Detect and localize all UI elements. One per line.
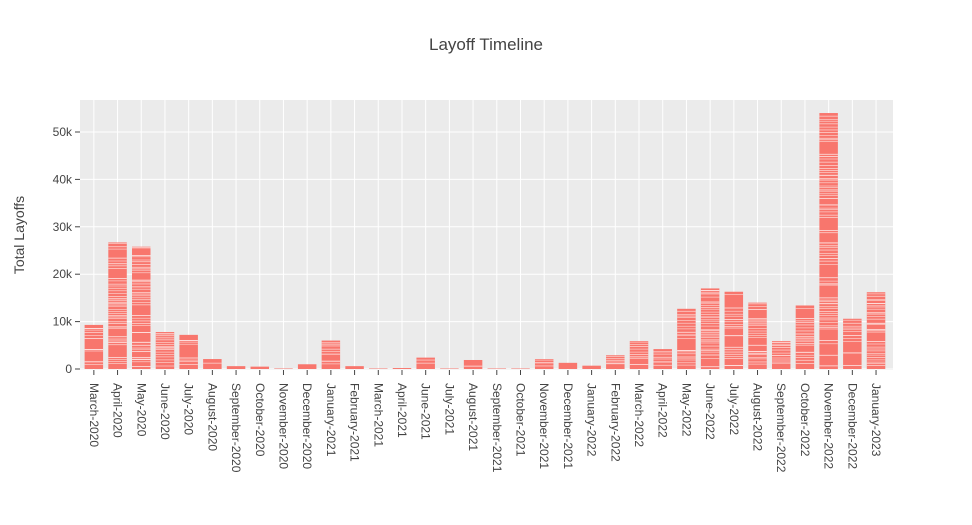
bar-April-2020 bbox=[108, 242, 127, 369]
bar-July-2022 bbox=[724, 291, 744, 369]
bar-rect bbox=[297, 364, 317, 369]
bar-rect bbox=[84, 324, 104, 369]
x-tick-label: June-2020 bbox=[158, 383, 172, 440]
bar-March-2022 bbox=[629, 341, 649, 369]
bar-August-2022 bbox=[748, 302, 767, 369]
y-tick-label: 20k bbox=[53, 267, 73, 281]
x-tick-label: January-2022 bbox=[585, 383, 599, 457]
x-tick-label: September-2022 bbox=[774, 383, 788, 473]
bar-rect bbox=[345, 366, 364, 369]
bar-May-2022 bbox=[677, 308, 696, 369]
x-tick-label: February-2021 bbox=[348, 383, 362, 462]
x-tick-label: March-2020 bbox=[87, 383, 101, 447]
y-tick-label: 10k bbox=[53, 315, 73, 329]
bar-rect bbox=[463, 359, 483, 369]
bar-July-2020 bbox=[179, 334, 198, 369]
bar-rect bbox=[132, 246, 151, 369]
bar-April-2021 bbox=[392, 368, 412, 369]
x-tick-label: April-2022 bbox=[656, 383, 670, 438]
x-axis-ticks: March-2020 April-2020 May-2020 June-2020 Jul… bbox=[87, 370, 883, 473]
bar-January-2023 bbox=[866, 292, 886, 369]
bar-March-2020 bbox=[84, 324, 104, 369]
bar-rect bbox=[700, 288, 720, 369]
bar-December-2022 bbox=[843, 318, 862, 369]
x-tick-label: November-2020 bbox=[276, 383, 290, 469]
bar-January-2022 bbox=[582, 365, 601, 369]
x-tick-label: April-2021 bbox=[395, 383, 409, 438]
bar-December-2021 bbox=[558, 362, 578, 369]
y-axis-ticks: 0 10k 20k 30k 40k 50k bbox=[53, 125, 80, 376]
bar-November-2021 bbox=[534, 359, 554, 369]
bars bbox=[84, 113, 886, 369]
x-tick-label: July-2020 bbox=[182, 383, 196, 435]
x-tick-label: December-2021 bbox=[561, 383, 575, 469]
bar-January-2021 bbox=[321, 340, 341, 369]
x-tick-label: September-2021 bbox=[490, 383, 504, 473]
bar-rect bbox=[226, 366, 246, 369]
bar-June-2021 bbox=[416, 357, 435, 369]
x-tick-label: July-2022 bbox=[727, 383, 741, 435]
bar-October-2020 bbox=[250, 366, 270, 369]
bar-rect bbox=[179, 334, 198, 369]
bar-December-2020 bbox=[297, 364, 317, 369]
bar-June-2022 bbox=[700, 288, 720, 369]
chart-title: Layoff Timeline bbox=[429, 35, 543, 54]
x-tick-label: May-2022 bbox=[679, 383, 693, 437]
y-axis-title: Total Layoffs bbox=[11, 196, 27, 274]
x-tick-label: June-2022 bbox=[703, 383, 717, 440]
y-tick-label: 30k bbox=[53, 220, 73, 234]
x-tick-label: January-2021 bbox=[324, 383, 338, 457]
bar-May-2020 bbox=[132, 246, 151, 369]
bar-February-2021 bbox=[345, 366, 364, 369]
bar-rect bbox=[582, 365, 601, 369]
bar-rect bbox=[321, 340, 341, 369]
bar-August-2021 bbox=[463, 359, 483, 369]
bar-February-2022 bbox=[606, 355, 625, 369]
x-tick-label: April-2020 bbox=[111, 383, 125, 438]
bar-November-2022 bbox=[819, 113, 838, 369]
x-tick-label: July-2021 bbox=[442, 383, 456, 435]
bar-rect bbox=[629, 341, 649, 369]
x-tick-label: October-2021 bbox=[513, 383, 527, 457]
y-tick-label: 50k bbox=[53, 125, 73, 139]
x-tick-label: October-2022 bbox=[798, 383, 812, 457]
x-tick-label: February-2022 bbox=[608, 383, 622, 462]
bar-rect bbox=[108, 242, 127, 369]
x-tick-label: January-2023 bbox=[869, 383, 883, 457]
y-tick-label: 40k bbox=[53, 172, 73, 186]
x-tick-label: September-2020 bbox=[229, 383, 243, 473]
bar-October-2022 bbox=[795, 305, 815, 369]
x-tick-label: March-2021 bbox=[371, 383, 385, 447]
x-tick-label: May-2020 bbox=[134, 383, 148, 437]
bar-April-2022 bbox=[653, 349, 672, 369]
bar-rect bbox=[724, 291, 744, 369]
bar-August-2020 bbox=[203, 359, 222, 369]
bar-rect bbox=[819, 113, 838, 369]
x-tick-label: June-2021 bbox=[419, 383, 433, 440]
x-tick-label: November-2022 bbox=[822, 383, 836, 469]
bar-rect bbox=[795, 305, 815, 369]
bar-rect bbox=[250, 366, 270, 369]
bar-June-2020 bbox=[155, 332, 175, 369]
bar-rect bbox=[558, 362, 578, 369]
bar-rect bbox=[392, 368, 412, 369]
x-tick-label: August-2022 bbox=[751, 383, 765, 451]
x-tick-label: August-2021 bbox=[466, 383, 480, 451]
plot-area bbox=[80, 100, 893, 370]
x-tick-label: December-2020 bbox=[300, 383, 314, 469]
x-tick-label: November-2021 bbox=[537, 383, 551, 469]
x-tick-label: August-2020 bbox=[205, 383, 219, 451]
y-tick-label: 0 bbox=[65, 362, 72, 376]
x-tick-label: October-2020 bbox=[253, 383, 267, 457]
bar-rect bbox=[534, 359, 554, 369]
bar-September-2020 bbox=[226, 366, 246, 369]
x-tick-label: March-2022 bbox=[632, 383, 646, 447]
bar-rect bbox=[748, 302, 767, 369]
bar-rect bbox=[203, 359, 222, 369]
x-tick-label: December-2022 bbox=[845, 383, 859, 469]
bar-September-2022 bbox=[771, 341, 791, 369]
